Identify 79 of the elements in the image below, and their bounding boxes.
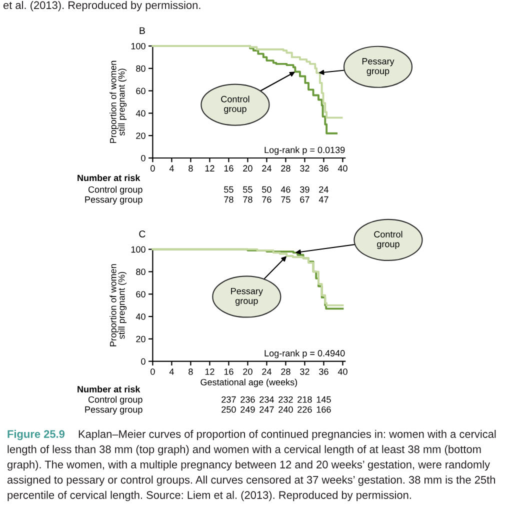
text: Control group <box>88 186 142 195</box>
text: 46 <box>280 186 290 193</box>
text: 247 <box>260 406 274 413</box>
x-tick-label: 12 <box>205 165 214 172</box>
chart-title: C <box>139 230 146 238</box>
x-tick-label: 20 <box>243 165 252 172</box>
x-tick-label: 40 <box>338 165 348 172</box>
text: 76 <box>262 196 272 203</box>
x-tick-label: 20 <box>243 368 252 375</box>
text: length of less than 38 mm (top graph) and women with a cervical length of at least 38 mm (bottom graph). The women, with a multiple pregnancy between 12 and 20 weeks’ gestation, were randomly assigned to pessary or control groups. All curves censored at 37 weeks’ gestation. 38 mm is the 25th percentile of cervical length. Source: Liem et al. (2013). Reproduced by permission. <box>7 445 496 502</box>
y-tick-label: 40 <box>136 313 146 320</box>
x-tick-label: 16 <box>224 165 234 172</box>
x-tick-label: 40 <box>338 368 348 375</box>
text: Number at risk <box>78 174 140 182</box>
y-tick-label: 80 <box>136 268 146 276</box>
y-tick-label: 20 <box>136 336 146 342</box>
x-tick-label: 4 <box>169 368 174 375</box>
text: Pessary group <box>85 406 142 415</box>
text: 55 <box>243 186 252 193</box>
x-tick-label: 8 <box>188 368 193 375</box>
text: 226 <box>298 406 312 413</box>
caption: Figure 25.9 <box>8 430 65 440</box>
x-tick-label: 0 <box>150 368 155 375</box>
text: 24 <box>319 186 328 193</box>
x-axis-title: Gestational age (weeks) <box>200 378 298 388</box>
x-tick-label: 0 <box>150 165 155 172</box>
text: 145 <box>316 396 331 403</box>
text: 78 <box>243 196 252 203</box>
text: 237 <box>222 396 236 403</box>
text: 75 <box>281 196 290 203</box>
y-tick-label: 40 <box>136 110 146 117</box>
y-tick-label: 20 <box>136 132 146 139</box>
text: Kaplan–Meier curves of proportion of continued pregnancies in: women with a cervical <box>78 430 496 440</box>
text: 166 <box>316 406 331 413</box>
x-tick-label: 16 <box>224 368 234 375</box>
annotation: Control group <box>374 230 402 250</box>
y-tick-label: 100 <box>131 246 146 253</box>
text: 249 <box>240 406 255 413</box>
x-tick-label: 24 <box>262 165 272 172</box>
text: 218 <box>298 396 312 403</box>
annotation: Control group <box>221 96 250 114</box>
text: 39 <box>300 186 310 193</box>
x-tick-label: 28 <box>281 368 290 375</box>
annotation: Pessary group <box>231 288 263 306</box>
y-tick-label: 60 <box>136 88 146 94</box>
text: 236 <box>240 396 255 403</box>
x-tick-label: 32 <box>300 368 310 375</box>
text: 232 <box>278 396 293 403</box>
x-tick-label: 4 <box>169 165 174 172</box>
text: 67 <box>300 196 310 203</box>
x-tick-label: 24 <box>262 368 272 375</box>
text: Pessary group <box>85 196 142 205</box>
annotation: Pessary group <box>362 58 394 76</box>
x-tick-label: 28 <box>281 165 290 172</box>
text: 240 <box>278 406 293 413</box>
text: 47 <box>318 196 328 203</box>
y-tick-label: 100 <box>131 42 146 50</box>
y-tick-label: 80 <box>136 65 146 72</box>
text: 55 <box>224 186 234 193</box>
text: Control group <box>88 396 142 405</box>
text: 78 <box>224 196 234 203</box>
y-tick-label: 0 <box>141 358 146 365</box>
x-tick-label: 36 <box>319 368 328 375</box>
text: 234 <box>260 396 274 403</box>
x-tick-label: 8 <box>188 165 193 172</box>
x-tick-label: 32 <box>300 165 310 172</box>
x-tick-label: 12 <box>205 368 214 375</box>
y-axis-title: Proportion of women still pregnant (%) <box>110 264 127 346</box>
chart-title: B <box>140 27 145 34</box>
x-tick-label: 36 <box>319 165 328 172</box>
annotation: Log-rank p = 0.4940 <box>264 350 345 358</box>
annotation: Log-rank p = 0.0139 <box>264 146 345 155</box>
y-tick-label: 60 <box>136 291 146 298</box>
y-axis-title: Proportion of women still pregnant (%) <box>110 60 127 143</box>
y-tick-label: 0 <box>141 154 146 162</box>
text: Number at risk <box>78 386 140 392</box>
text: 50 <box>262 186 272 193</box>
text: et al. (2013). Reproduced by permission. <box>3 1 200 12</box>
text: 250 <box>222 406 236 413</box>
